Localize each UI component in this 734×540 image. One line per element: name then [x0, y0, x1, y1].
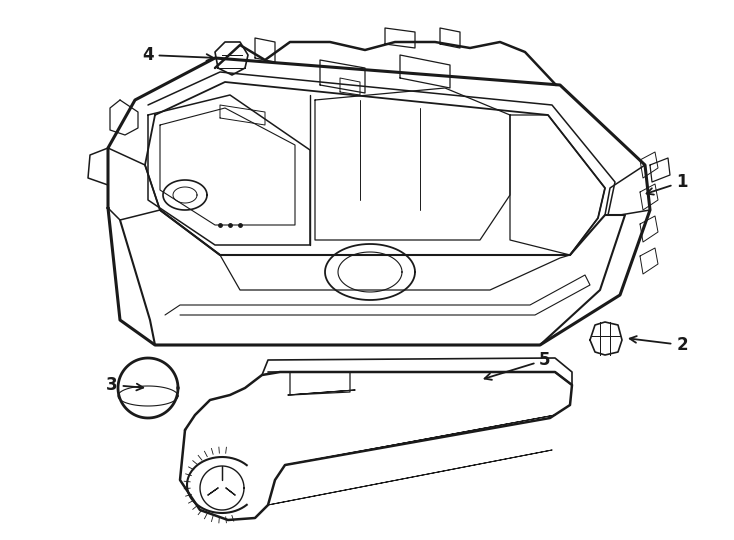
Text: 4: 4	[142, 46, 213, 64]
Text: 1: 1	[647, 173, 688, 194]
Text: 2: 2	[630, 336, 688, 354]
Text: 3: 3	[106, 376, 143, 394]
Text: 5: 5	[484, 351, 550, 380]
